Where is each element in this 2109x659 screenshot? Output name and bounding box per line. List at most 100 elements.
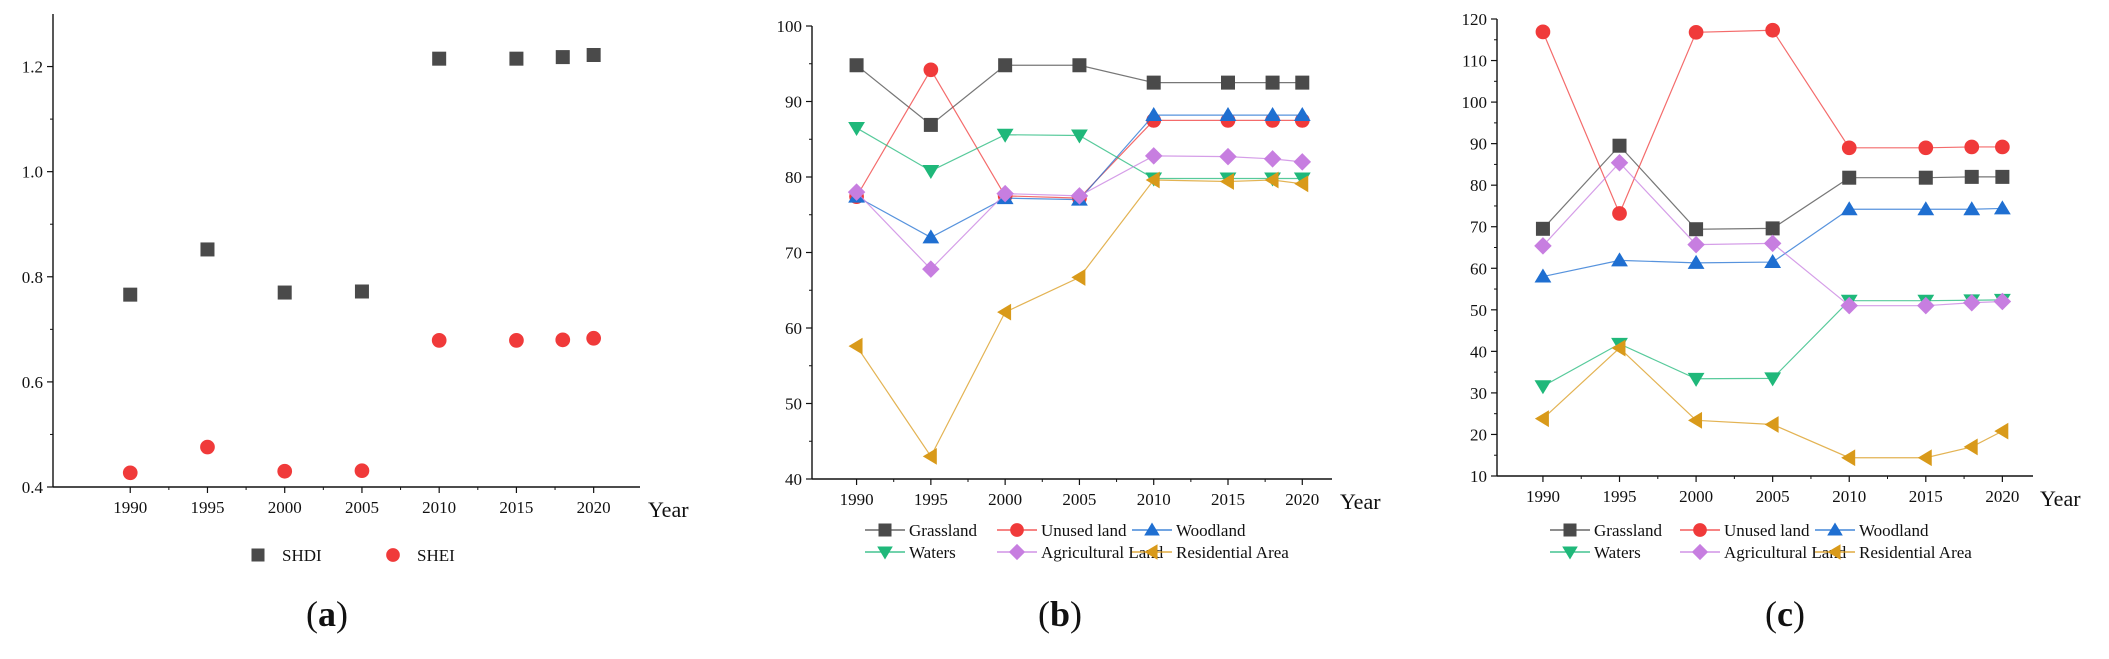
legend: SHDI SHEI	[251, 546, 455, 565]
y-tick-label: 70	[1470, 218, 1487, 237]
data-point	[922, 260, 940, 278]
x-tick-label: 2000	[988, 490, 1022, 509]
data-point	[1071, 129, 1088, 144]
series-line	[856, 127, 1303, 180]
data-point	[1993, 292, 2012, 311]
chart-panel-a: 0.4 0.6 0.8 1.0 1.2 1990 1995 2000 2005 2010 2015 2…	[22, 14, 689, 634]
legend-marker	[1008, 543, 1026, 561]
data-point	[1995, 169, 2010, 184]
series-grassland	[1535, 138, 2010, 237]
y-tick-label: 30	[1470, 384, 1487, 403]
panel-label-close: )	[1070, 594, 1082, 634]
legend: Grassland Unused land Woodland Waters Agricu…	[1550, 521, 1972, 562]
data-point	[1610, 153, 1629, 172]
data-point	[1534, 237, 1552, 255]
data-point	[923, 117, 938, 132]
data-point	[1763, 234, 1782, 253]
panel-label-letter: b	[1050, 594, 1070, 634]
y-tick-label: 0.4	[22, 478, 44, 497]
y-tick-label: 0.6	[22, 373, 43, 392]
panel-label: (c)	[1765, 594, 1805, 634]
data-point	[1611, 339, 1626, 357]
y-tick-label: 80	[785, 168, 802, 187]
data-point	[1993, 200, 2011, 215]
data-point	[1611, 252, 1628, 267]
x-tick-label: 2005	[1062, 490, 1096, 509]
x-tick-label: 2005	[1756, 487, 1790, 506]
data-point	[922, 447, 937, 465]
data-point	[555, 332, 571, 348]
legend-marker	[877, 546, 893, 560]
data-point	[849, 58, 864, 73]
legend-marker	[1827, 544, 1841, 560]
data-point	[1534, 410, 1549, 428]
data-point	[1994, 422, 2009, 440]
panel-label-letter: a	[318, 594, 336, 634]
data-point	[1612, 206, 1627, 221]
data-point	[1071, 269, 1086, 286]
data-point	[848, 121, 865, 136]
data-point	[998, 58, 1013, 73]
series-shei	[122, 330, 602, 481]
y-tick-label: 40	[785, 470, 802, 489]
data-point	[354, 463, 370, 479]
data-point	[1962, 294, 1981, 312]
y-tick-label: 1.0	[22, 163, 43, 182]
panel-label: (b)	[1038, 594, 1082, 634]
series-unused-land	[1535, 22, 2010, 221]
data-point	[431, 333, 447, 348]
data-point	[354, 284, 369, 299]
series-grassland	[849, 58, 1310, 132]
x-tick-label: 2010	[1137, 490, 1171, 509]
data-point	[1764, 372, 1782, 387]
data-point	[1995, 139, 2010, 155]
data-point	[1295, 75, 1310, 90]
y-tick-label: 10	[1470, 467, 1487, 486]
data-point	[1293, 153, 1312, 171]
series-line	[1542, 207, 2003, 278]
data-point	[1144, 147, 1163, 165]
legend-marker	[1827, 522, 1843, 536]
data-point	[996, 128, 1014, 143]
legend-label: Agricultural Land	[1041, 543, 1164, 562]
data-point	[1963, 438, 1978, 456]
legend-label: Grassland	[1594, 521, 1662, 540]
y-tick-label: 100	[1462, 93, 1488, 112]
y-tick-label: 40	[1470, 342, 1487, 361]
panel-label: (a)	[306, 594, 348, 634]
data-point	[1294, 175, 1309, 193]
legend-marker	[1563, 523, 1577, 537]
data-point	[586, 330, 602, 346]
panel-label-open: (	[306, 594, 318, 634]
data-point	[555, 50, 570, 65]
data-point	[1534, 268, 1552, 283]
legend-label: Agricultural Land	[1724, 543, 1847, 562]
data-point	[1687, 254, 1705, 269]
data-point	[1764, 253, 1782, 268]
x-tick-label: 2020	[1285, 490, 1319, 509]
data-point	[1917, 449, 1932, 467]
data-point	[1764, 416, 1779, 433]
series-residential-area	[1534, 339, 2009, 467]
x-tick-label: 2010	[1832, 487, 1866, 506]
data-point	[1072, 58, 1087, 73]
data-point	[1221, 75, 1235, 90]
data-point	[1963, 201, 1981, 216]
panel-label-letter: c	[1777, 594, 1793, 634]
data-point	[1535, 221, 1550, 236]
data-point	[1918, 140, 1934, 156]
data-point	[1145, 171, 1160, 189]
data-point	[1918, 170, 1933, 185]
data-point	[1219, 147, 1237, 166]
x-tick-label: 2015	[1909, 487, 1943, 506]
series-woodland	[1534, 200, 2011, 283]
data-point	[1687, 235, 1705, 254]
series-line	[1542, 299, 2003, 387]
x-axis-title: Year	[2040, 486, 2081, 511]
y-tick-label: 120	[1462, 10, 1488, 29]
data-point	[1264, 107, 1281, 122]
data-point	[1293, 107, 1311, 122]
data-point	[432, 51, 447, 66]
data-point	[1841, 449, 1856, 467]
data-point	[277, 285, 292, 300]
